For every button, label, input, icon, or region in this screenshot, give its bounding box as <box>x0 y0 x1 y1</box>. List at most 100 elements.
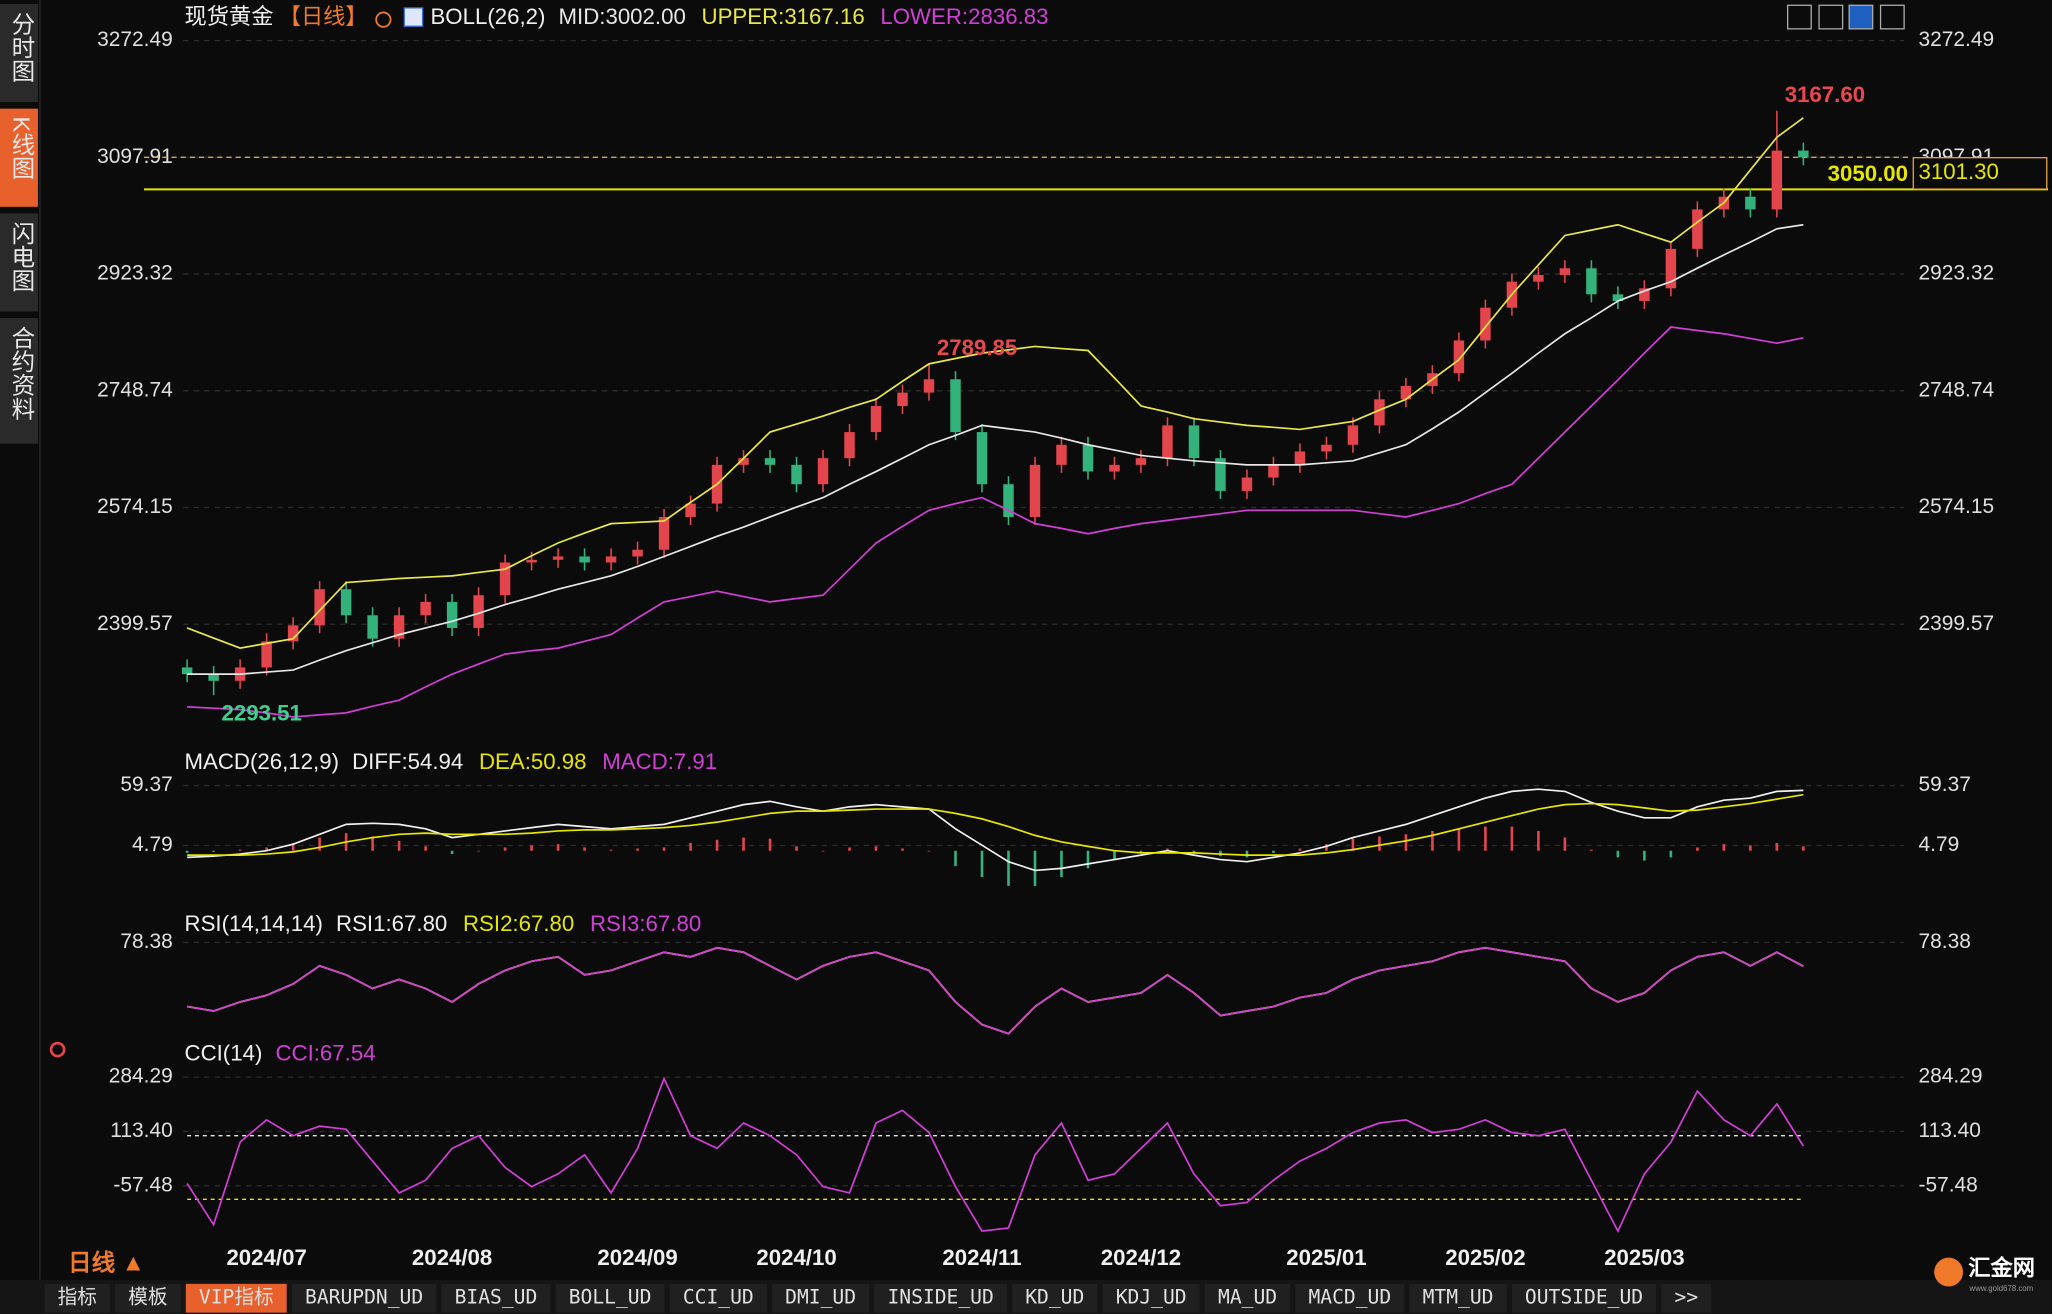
candle-body <box>287 625 299 642</box>
macd-bar <box>742 837 745 851</box>
candle-body <box>499 562 511 596</box>
toolbar-icon[interactable] <box>1848 4 1874 30</box>
candle-body <box>1798 150 1809 158</box>
tab-label: BIAS_UD <box>455 1286 538 1309</box>
macd-bar <box>1590 849 1593 851</box>
tab[interactable] <box>1012 1283 1098 1313</box>
tab[interactable] <box>1204 1283 1291 1313</box>
tab[interactable] <box>1511 1283 1657 1313</box>
tab-label: INSIDE_UD <box>887 1286 993 1309</box>
candle-body <box>791 464 802 485</box>
sidebar-item[interactable] <box>0 318 38 444</box>
macd-bar <box>238 849 242 851</box>
macd-bar <box>1563 837 1567 851</box>
macd-bar <box>477 850 480 852</box>
tab[interactable] <box>291 1283 437 1313</box>
marker-icon <box>49 1041 66 1058</box>
macd-bar <box>1537 830 1540 851</box>
macd-bar <box>556 844 560 851</box>
tab[interactable] <box>555 1283 665 1313</box>
macd-bar <box>636 848 639 851</box>
macd-bar <box>450 850 454 855</box>
tab[interactable] <box>441 1283 551 1313</box>
sidebar-label: 合约资料 <box>8 326 35 421</box>
tab-label: 模板 <box>128 1286 167 1309</box>
y-tick-label: 113.40 <box>1919 1119 1981 1142</box>
y-tick-label: 2574.15 <box>97 495 173 518</box>
macd-bar <box>1431 830 1434 851</box>
candle-body <box>1241 477 1253 491</box>
tab[interactable] <box>115 1283 181 1313</box>
candle-body <box>1480 307 1491 341</box>
candle-body <box>1294 451 1306 465</box>
y-tick-label: 2399.57 <box>1919 612 1995 635</box>
last-price-label: 3101.30 <box>1919 159 1999 184</box>
sidebar-item[interactable] <box>0 3 38 103</box>
toolbar-icon[interactable] <box>1879 4 1905 30</box>
candle-body <box>685 503 696 517</box>
y-tick-label: 2399.57 <box>97 612 173 635</box>
candle-body <box>1321 444 1332 452</box>
candle-body <box>1586 268 1597 295</box>
candle-body <box>1665 248 1677 289</box>
boll-line <box>187 326 1804 718</box>
candle-body <box>1612 294 1624 302</box>
macd-bar <box>265 847 268 851</box>
macd-bar <box>1007 850 1010 886</box>
tab-label: BOLL_UD <box>569 1286 652 1309</box>
toolbar-icon[interactable] <box>1818 4 1844 30</box>
macd-bar <box>1060 850 1063 878</box>
tab[interactable] <box>772 1283 870 1313</box>
toolbar-icon[interactable] <box>1786 4 1812 30</box>
x-tick-label: 2025/01 <box>1286 1245 1366 1270</box>
tab[interactable] <box>1295 1283 1405 1313</box>
macd-bar <box>1192 850 1196 853</box>
macd-bar <box>424 846 427 851</box>
candle-body <box>1056 444 1067 465</box>
x-tick-label: 2024/07 <box>226 1245 306 1270</box>
macd-bar <box>848 847 851 851</box>
candle-body <box>473 595 484 628</box>
tab[interactable] <box>1661 1283 1712 1313</box>
indicator-label: BOLL(26,2) <box>430 4 545 29</box>
macd-bar <box>768 838 772 851</box>
tab[interactable] <box>874 1283 1007 1313</box>
macd-bar <box>583 847 586 851</box>
y-tick-label: 284.29 <box>109 1065 173 1088</box>
candle-body <box>393 615 405 639</box>
sidebar-label: K线图 <box>8 117 34 180</box>
boll-line <box>186 117 1804 649</box>
y-tick-label: 59.37 <box>120 773 172 796</box>
candle-body <box>1188 425 1200 459</box>
x-tick-label: 2025/02 <box>1445 1245 1525 1270</box>
candle-body <box>632 549 643 557</box>
legend-label: DIFF:54.94 <box>352 749 463 774</box>
macd-bar <box>689 843 692 851</box>
sidebar-item[interactable] <box>0 108 38 207</box>
candle-body <box>1533 274 1544 282</box>
price-line-label: 3050.00 <box>1828 161 1908 186</box>
macd-bar <box>1086 850 1090 869</box>
macd-bar <box>1696 847 1699 851</box>
tab-label: MA_UD <box>1218 1286 1277 1309</box>
candle-body <box>897 392 908 406</box>
macd-bar <box>1325 844 1328 851</box>
macd-bar <box>212 850 215 852</box>
period-button[interactable]: 日线 ▲ <box>68 1249 145 1275</box>
candle-body <box>605 556 617 563</box>
macd-bar <box>1245 850 1249 858</box>
tab[interactable] <box>669 1283 767 1313</box>
legend-label: DEA:50.98 <box>479 749 587 774</box>
macd-bar <box>1113 850 1116 860</box>
tab[interactable] <box>1102 1283 1200 1313</box>
tab-label: >> <box>1675 1286 1699 1309</box>
sidebar-item[interactable] <box>0 213 38 312</box>
add-icon[interactable] <box>375 11 392 28</box>
tab[interactable] <box>44 1283 110 1313</box>
macd-bar <box>1775 843 1779 851</box>
macd-bar <box>874 846 878 851</box>
macd-bar <box>185 850 189 853</box>
tab[interactable] <box>1409 1283 1507 1313</box>
tab[interactable] <box>185 1283 287 1313</box>
candle-body <box>208 674 219 681</box>
